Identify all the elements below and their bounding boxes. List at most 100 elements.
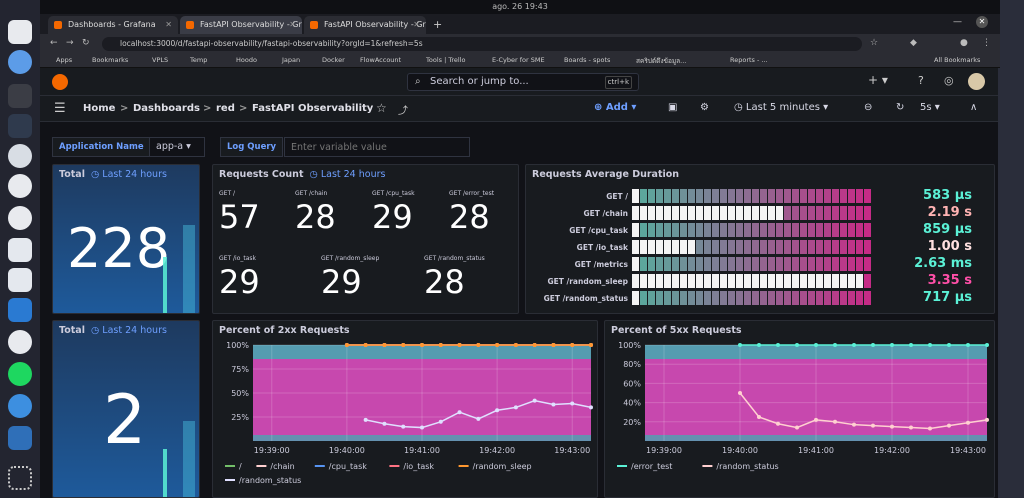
help-icon[interactable]: ? <box>918 74 924 87</box>
settings-icon[interactable]: ⚙ <box>700 102 709 113</box>
percent-2xx-panel[interactable]: Percent of 2xx Requests 25% 50% 75% 100% 19:… <box>212 320 598 498</box>
browser-tab-1[interactable]: Dashboards - Grafana ✕ <box>48 16 178 34</box>
legend-item[interactable]: /random_sleep <box>473 462 532 471</box>
back-icon[interactable]: ← <box>50 38 58 48</box>
favorite-star-icon[interactable]: ☆ <box>376 101 387 115</box>
total-stat-panel[interactable]: Total ◷ Last 24 hours 228 <box>52 164 200 314</box>
bookmark-item[interactable]: FlowAccount <box>360 56 402 64</box>
window-minimize-icon[interactable]: — <box>953 17 962 27</box>
grafana-logo-icon[interactable] <box>52 74 68 90</box>
app-icon-1[interactable] <box>8 144 32 168</box>
files-icon[interactable] <box>8 20 32 44</box>
vscode-icon[interactable] <box>8 298 32 322</box>
percent-5xx-panel[interactable]: Percent of 5xx Requests 20% 40% 60% 80% 100%… <box>604 320 995 498</box>
news-icon[interactable]: ◎ <box>944 74 954 87</box>
user-avatar[interactable] <box>968 73 985 90</box>
panel-title: Total ◷ Last 24 hours <box>59 169 167 180</box>
profile-icon[interactable]: ● <box>960 38 968 48</box>
spotify-icon[interactable] <box>8 362 32 386</box>
requests-count-panel[interactable]: Requests Count ◷ Last 24 hours GET / 57 G… <box>212 164 519 314</box>
x-tick-label: 19:41:00 <box>798 446 834 455</box>
close-tab-icon[interactable]: ✕ <box>289 20 296 29</box>
legend-item[interactable]: /error_test <box>631 462 672 471</box>
extensions-icon[interactable]: ◆ <box>910 38 917 48</box>
bookmark-star-icon[interactable]: ☆ <box>870 38 879 48</box>
menu-toggle-icon[interactable]: ☰ <box>54 101 66 116</box>
x-tick-label: 19:40:00 <box>329 446 365 455</box>
bookmark-item[interactable]: Temp <box>190 56 208 64</box>
percent-2xx-chart: 25% 50% 75% 100% 19:39:00 19:40:00 19:41:00 19:… <box>225 341 593 485</box>
bookmark-item[interactable]: Boards - spots <box>564 56 611 64</box>
bookmark-item[interactable]: All Bookmarks <box>934 56 981 64</box>
bookmark-item[interactable]: Docker <box>322 56 345 64</box>
close-tab-icon[interactable]: ✕ <box>413 20 420 29</box>
breadcrumb-dashboards[interactable]: Dashboards <box>133 103 200 114</box>
panel-title: Requests Count ◷ Last 24 hours <box>219 169 386 180</box>
panel-title: Requests Average Duration <box>532 169 680 180</box>
chrome-icon[interactable] <box>8 50 32 74</box>
app-icon-4[interactable] <box>8 238 32 262</box>
time-range-picker[interactable]: ◷ Last 5 minutes ▾ <box>734 102 829 113</box>
y-tick-label: 20% <box>623 418 641 427</box>
reload-icon[interactable]: ↻ <box>82 38 90 48</box>
bookmark-item[interactable]: E-Cyber for SME <box>492 56 545 64</box>
clock-icon: ◷ <box>309 169 318 180</box>
app-icon-6[interactable] <box>8 330 32 354</box>
avg-duration-panel[interactable]: Requests Average Duration GET /583 µs GET… <box>525 164 995 314</box>
legend-item[interactable]: /chain <box>270 462 294 471</box>
total-errors-stat-panel[interactable]: Total ◷ Last 24 hours 2 <box>52 320 200 498</box>
data-point <box>985 417 989 422</box>
close-tab-icon[interactable]: ✕ <box>165 20 172 29</box>
breadcrumb-dashboard-title[interactable]: FastAPI Observability <box>252 103 374 114</box>
bookmark-item[interactable]: Bookmarks <box>92 56 129 64</box>
data-point <box>495 408 500 413</box>
app-grid-icon[interactable] <box>8 466 32 490</box>
system-monitor-icon[interactable] <box>8 114 32 138</box>
add-panel-button[interactable]: ⊕ Add ▾ <box>594 102 637 113</box>
data-point <box>401 424 406 429</box>
threshold-band <box>645 345 987 441</box>
browser-tab-2[interactable]: FastAPI Observability - Gr ✕ <box>180 16 302 34</box>
save-dashboard-icon[interactable]: ▣ <box>668 102 678 113</box>
request-count: 29 <box>219 263 260 301</box>
window-close-icon[interactable]: ✕ <box>976 16 988 28</box>
breadcrumb-folder[interactable]: red <box>216 103 235 114</box>
collapse-icon[interactable]: ∧ <box>970 102 978 113</box>
bookmark-item[interactable]: VPLS <box>152 56 169 64</box>
bar-gauge-label: GET /metrics <box>574 260 628 269</box>
threshold-band-bottom <box>645 435 987 441</box>
app-icon-3[interactable] <box>8 206 32 230</box>
legend-item[interactable]: /io_task <box>403 462 434 471</box>
application-name-select[interactable]: app-a ▾ <box>149 137 205 157</box>
bookmark-item[interactable]: Hoodo <box>236 56 257 64</box>
legend-item[interactable]: /cpu_task <box>329 462 367 471</box>
app-icon-2[interactable] <box>8 174 32 198</box>
log-query-input[interactable] <box>284 137 470 157</box>
zoom-out-icon[interactable]: ⊖ <box>864 102 873 113</box>
browser-menu-icon[interactable]: ⋮ <box>982 38 991 48</box>
legend-item[interactable]: /random_status <box>239 476 301 485</box>
legend-item[interactable]: / <box>239 462 242 471</box>
add-new-button[interactable]: + ▾ <box>868 73 888 87</box>
share-icon[interactable]: ⤴ <box>398 106 408 117</box>
terminal-icon[interactable] <box>8 84 32 108</box>
bookmark-item[interactable]: Japan <box>282 56 301 64</box>
bookmark-item[interactable]: Reports - ... <box>730 56 768 64</box>
bookmark-item[interactable]: Apps <box>56 56 73 64</box>
bookmark-item[interactable]: Tools | Trello <box>426 56 466 64</box>
url-field[interactable]: localhost:3000/d/fastapi-observability/f… <box>102 37 862 51</box>
forward-icon[interactable]: → <box>66 38 74 48</box>
app-icon-7[interactable] <box>8 394 32 418</box>
app-icon-5[interactable] <box>8 268 32 292</box>
refresh-interval-picker[interactable]: 5s ▾ <box>920 102 940 113</box>
search-input[interactable]: ⌕ Search or jump to... ctrl+k <box>407 73 639 91</box>
breadcrumb-home[interactable]: Home <box>83 103 116 114</box>
data-point <box>363 343 368 347</box>
legend-item[interactable]: /random_status <box>716 462 778 471</box>
refresh-icon[interactable]: ↻ <box>896 102 905 113</box>
browser-tab-3[interactable]: FastAPI Observability - Gr ✕ <box>304 16 426 34</box>
virtualbox-icon[interactable] <box>8 426 32 450</box>
data-point <box>532 343 537 347</box>
bookmark-item[interactable]: สคริปต์ดึงข้อมูล... <box>636 57 687 65</box>
new-tab-button[interactable]: + <box>433 18 443 31</box>
